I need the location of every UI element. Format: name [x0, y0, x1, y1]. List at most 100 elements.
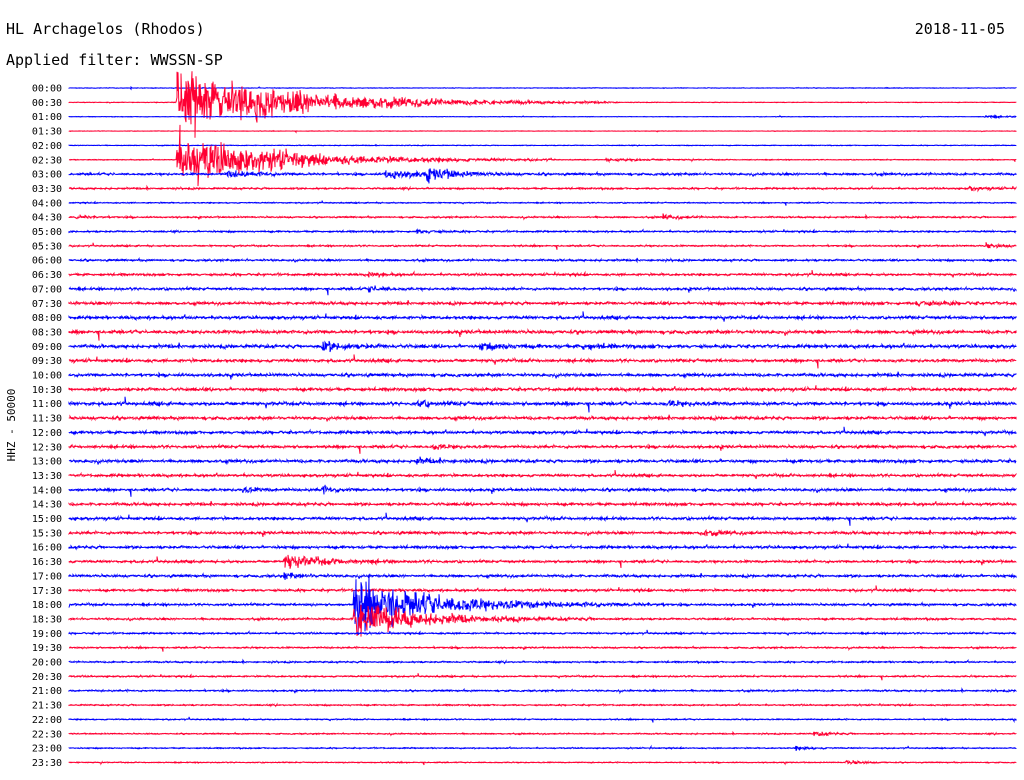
trace-row: [68, 213, 1017, 221]
trace-row: [68, 285, 1017, 296]
time-label: 04:30: [32, 213, 62, 224]
station-title: HL Archagelos (Rhodos): [6, 20, 205, 38]
trace-row: [68, 443, 1017, 454]
trace-row: [68, 572, 1017, 580]
filter-label: Applied filter:: [6, 51, 151, 69]
time-label: 14:00: [32, 485, 62, 496]
trace-row: [68, 604, 1017, 637]
time-label: 18:00: [32, 600, 62, 611]
trace-row: [68, 311, 1017, 322]
time-label: 12:30: [32, 442, 62, 453]
trace-row: [68, 184, 1017, 193]
plot-date: 2018-11-05: [914, 20, 1005, 38]
time-label: 16:00: [32, 543, 62, 554]
time-label: 20:00: [32, 658, 62, 669]
time-label: 22:00: [32, 715, 62, 726]
trace-row: [68, 673, 1017, 681]
time-label: 17:30: [32, 586, 62, 597]
trace-row: [68, 744, 1017, 752]
trace-row: [68, 500, 1017, 508]
trace-row: [68, 124, 1017, 187]
time-label: 16:30: [32, 557, 62, 568]
trace-row: [68, 200, 1017, 206]
trace-row: [68, 687, 1017, 695]
trace-row: [68, 242, 1017, 250]
trace-row: [68, 396, 1017, 413]
time-label: 01:30: [32, 127, 62, 138]
time-label: 09:30: [32, 356, 62, 367]
time-label: 05:30: [32, 241, 62, 252]
trace-row: [68, 512, 1017, 526]
time-label: 15:00: [32, 514, 62, 525]
trace-row: [68, 585, 1017, 594]
trace-row: [68, 470, 1017, 480]
trace-row: [68, 257, 1017, 264]
time-label: 11:00: [32, 399, 62, 410]
trace-row: [68, 299, 1017, 307]
trace-row: [68, 716, 1017, 724]
time-label: 00:00: [32, 84, 62, 95]
trace-row: [68, 228, 1017, 235]
time-label: 03:30: [32, 184, 62, 195]
time-label: 21:30: [32, 701, 62, 712]
trace-row: [68, 528, 1017, 538]
trace-row: [68, 114, 1017, 120]
trace-row: [68, 71, 1017, 138]
channel-label: HHZ - 50000: [5, 389, 18, 462]
time-label: 07:30: [32, 299, 62, 310]
trace-row: [68, 702, 1017, 708]
time-label: 06:30: [32, 270, 62, 281]
time-label: 22:30: [32, 729, 62, 740]
time-label: 21:00: [32, 686, 62, 697]
time-label: 01:00: [32, 112, 62, 123]
time-label: 10:30: [32, 385, 62, 396]
time-label: 07:00: [32, 284, 62, 295]
time-label: 15:30: [32, 528, 62, 539]
trace-row: [68, 354, 1017, 369]
time-label: 02:30: [32, 155, 62, 166]
time-label: 17:00: [32, 571, 62, 582]
trace-row: [68, 371, 1017, 380]
trace-row: [68, 543, 1017, 551]
trace-row: [68, 484, 1017, 497]
time-label: 05:00: [32, 227, 62, 238]
time-label: 23:30: [32, 758, 62, 769]
trace-group: [68, 71, 1017, 766]
trace-row: [68, 270, 1017, 278]
time-label: 13:30: [32, 471, 62, 482]
time-label: 06:00: [32, 256, 62, 267]
trace-row: [68, 426, 1017, 437]
trace-row: [68, 759, 1017, 766]
trace-row: [68, 576, 1017, 636]
trace-row: [68, 414, 1017, 422]
trace-row: [68, 327, 1017, 341]
filter-name: WWSSN-SP: [150, 51, 223, 69]
time-label: 19:30: [32, 643, 62, 654]
time-label: 02:00: [32, 141, 62, 152]
time-label: 20:30: [32, 672, 62, 683]
trace-row: [68, 629, 1017, 636]
trace-row: [68, 658, 1017, 665]
time-label: 03:00: [32, 170, 62, 181]
time-label: 08:30: [32, 327, 62, 338]
time-label: 19:00: [32, 629, 62, 640]
time-label: 04:00: [32, 198, 62, 209]
time-label: 14:30: [32, 500, 62, 511]
time-label: 13:00: [32, 457, 62, 468]
time-label-group: 00:00 00:30 01:00 01:30 02:00 02:30 03:00 03:30…: [32, 84, 62, 769]
trace-row: [68, 385, 1017, 394]
trace-row: [68, 456, 1017, 465]
trace-row: [68, 143, 1017, 147]
time-label: 00:30: [32, 98, 62, 109]
time-label: 10:00: [32, 371, 62, 382]
time-label: 09:00: [32, 342, 62, 353]
time-label: 12:00: [32, 428, 62, 439]
trace-row: [68, 85, 1017, 91]
trace-row: [68, 644, 1017, 652]
trace-row: [68, 554, 1017, 569]
trace-row: [68, 340, 1017, 353]
filter-line: Applied filter: WWSSN-SP: [6, 51, 223, 69]
time-label: 18:30: [32, 614, 62, 625]
